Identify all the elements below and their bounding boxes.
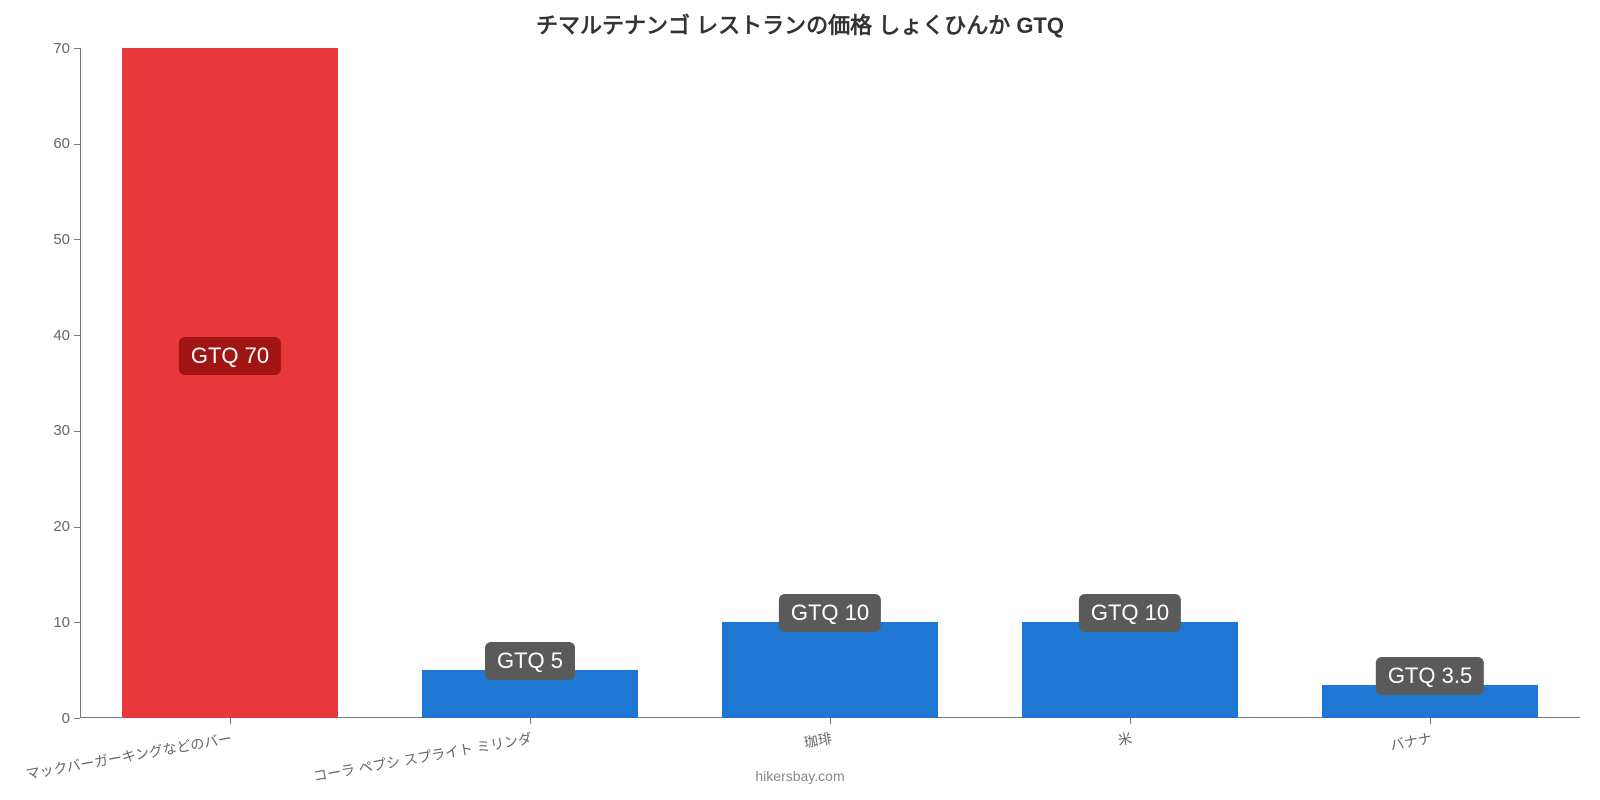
y-tick-label: 0	[62, 710, 70, 727]
y-tick-mark	[74, 718, 80, 719]
y-tick-label: 70	[53, 40, 70, 57]
value-badge: GTQ 10	[1079, 594, 1181, 632]
y-tick-mark	[74, 144, 80, 145]
y-tick-label: 20	[53, 518, 70, 535]
value-badge: GTQ 5	[485, 642, 575, 680]
y-tick-mark	[74, 622, 80, 623]
chart-title: チマルテナンゴ レストランの価格 しょくひんか GTQ	[0, 8, 1600, 40]
y-tick-mark	[74, 239, 80, 240]
x-tick-mark	[1130, 718, 1131, 724]
y-tick-label: 40	[53, 327, 70, 344]
x-tick-mark	[830, 718, 831, 724]
y-tick-label: 50	[53, 231, 70, 248]
price-bar-chart: チマルテナンゴ レストランの価格 しょくひんか GTQ hikersbay.co…	[0, 0, 1600, 800]
y-tick-label: 30	[53, 422, 70, 439]
x-tick-mark	[530, 718, 531, 724]
y-tick-mark	[74, 48, 80, 49]
y-tick-mark	[74, 527, 80, 528]
y-tick-mark	[74, 335, 80, 336]
price-bar	[722, 622, 938, 718]
price-bar	[122, 48, 338, 718]
value-badge: GTQ 70	[179, 337, 281, 375]
y-axis-line	[80, 48, 81, 718]
y-tick-label: 10	[53, 614, 70, 631]
y-tick-mark	[74, 431, 80, 432]
chart-credit: hikersbay.com	[0, 768, 1600, 784]
x-tick-mark	[230, 718, 231, 724]
price-bar	[1022, 622, 1238, 718]
value-badge: GTQ 10	[779, 594, 881, 632]
value-badge: GTQ 3.5	[1376, 657, 1484, 695]
y-tick-label: 60	[53, 135, 70, 152]
x-tick-mark	[1430, 718, 1431, 724]
